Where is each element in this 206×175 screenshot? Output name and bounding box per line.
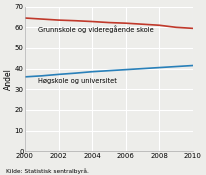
Text: Grunnskole og videregående skole: Grunnskole og videregående skole bbox=[38, 26, 154, 33]
Y-axis label: Andel: Andel bbox=[4, 68, 13, 90]
Text: Høgskole og universitet: Høgskole og universitet bbox=[38, 78, 117, 84]
Text: Kilde: Statistisk sentralbyrå.: Kilde: Statistisk sentralbyrå. bbox=[6, 169, 89, 174]
